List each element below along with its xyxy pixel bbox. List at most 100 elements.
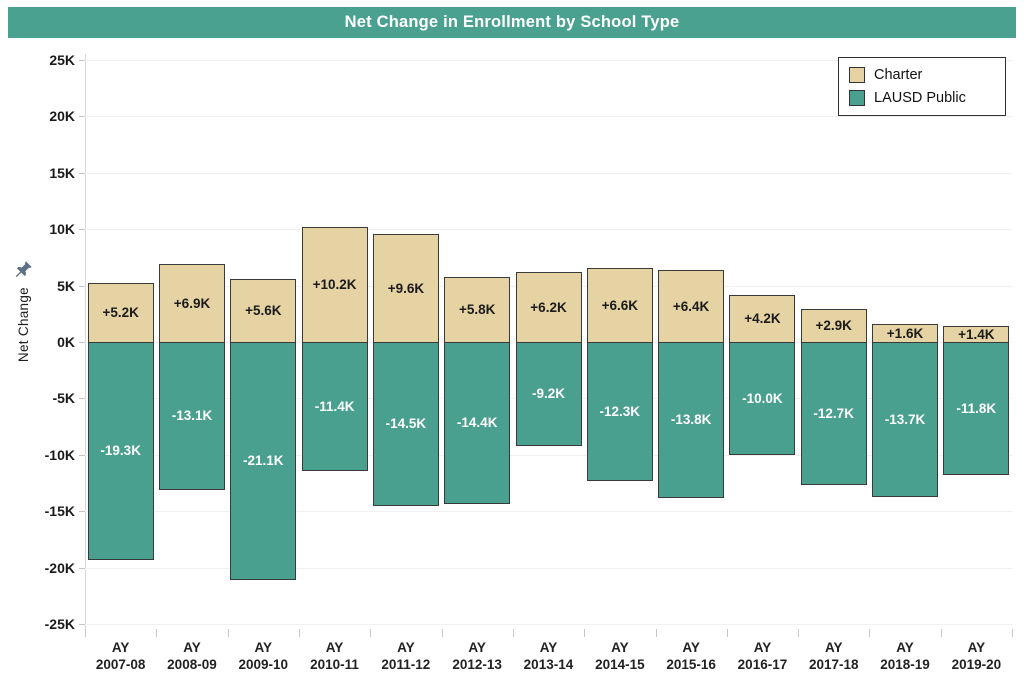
charter-bar-label: +4.2K xyxy=(744,311,781,327)
y-tick-mark--15K xyxy=(79,511,85,513)
lausd-bar-label: -21.1K xyxy=(243,453,284,469)
y-axis-line xyxy=(85,54,86,633)
charter-bar-label: +5.8K xyxy=(458,302,496,318)
charter-bar-AY-2013-14[interactable]: +6.2K xyxy=(515,272,582,342)
legend-swatch-charter xyxy=(849,67,865,83)
legend-item-lausd-public[interactable]: LAUSD Public xyxy=(849,90,995,106)
lausd-bar-AY-2017-18[interactable]: -12.7K xyxy=(800,342,867,486)
x-tick-label-AY-2013-14: AY 2013-14 xyxy=(523,640,574,672)
x-tick-label-AY-2016-17: AY 2016-17 xyxy=(737,640,788,672)
charter-bar-AY-2016-17[interactable]: +4.2K xyxy=(729,294,796,342)
charter-bar-label: +10.2K xyxy=(312,277,357,293)
lausd-bar-label: -13.1K xyxy=(171,408,213,424)
legend-item-charter[interactable]: Charter xyxy=(849,67,995,83)
lausd-bar-AY-2014-15[interactable]: -12.3K xyxy=(586,342,653,481)
x-tick-label-AY-2007-08: AY 2007-08 xyxy=(95,640,146,672)
y-tick-mark-25K xyxy=(79,60,85,61)
x-boundary-tick xyxy=(156,629,158,637)
charter-bar-label: +5.2K xyxy=(102,305,139,321)
x-boundary-tick xyxy=(1012,629,1013,637)
y-tick-mark-15K xyxy=(79,172,85,174)
x-tick-label-AY-2011-12: AY 2011-12 xyxy=(381,640,431,672)
charter-bar-AY-2009-10[interactable]: +5.6K xyxy=(230,278,297,342)
charter-bar-label: +1.6K xyxy=(886,325,924,341)
x-boundary-tick xyxy=(655,629,657,637)
charter-bar-label: +2.9K xyxy=(815,318,852,334)
x-tick-label-AY-2009-10: AY 2009-10 xyxy=(238,640,289,672)
lausd-bar-AY-2009-10[interactable]: -21.1K xyxy=(230,342,297,580)
x-tick-label-AY-2018-19: AY 2018-19 xyxy=(880,640,930,672)
lausd-bar-label: -10.0K xyxy=(742,390,783,406)
lausd-bar-label: -9.2K xyxy=(531,386,565,402)
lausd-bar-AY-2013-14[interactable]: -9.2K xyxy=(515,342,582,446)
lausd-bar-label: -13.7K xyxy=(884,411,926,427)
y-tick-mark--25K xyxy=(79,624,85,625)
chart-title: Net Change in Enrollment by School Type xyxy=(344,13,680,31)
x-tick-label-AY-2008-09: AY 2008-09 xyxy=(167,640,217,672)
charter-bar-label: +9.6K xyxy=(387,280,425,296)
y-tick-mark-5K xyxy=(79,285,85,287)
x-boundary-tick xyxy=(940,629,942,637)
y-tick-mark-0K xyxy=(79,342,85,343)
lausd-bar-AY-2015-16[interactable]: -13.8K xyxy=(658,342,725,498)
lausd-bar-AY-2010-11[interactable]: -11.4K xyxy=(301,342,368,471)
gridline-25K xyxy=(85,60,1012,61)
charter-bar-label: +6.4K xyxy=(672,298,710,314)
legend-label-charter: Charter xyxy=(874,67,923,83)
lausd-bar-label: -13.8K xyxy=(670,412,712,428)
chart-title-bar: Net Change in Enrollment by School Type xyxy=(8,7,1016,38)
lausd-bar-label: -14.5K xyxy=(385,416,427,432)
y-tick-label--20K: -20K xyxy=(44,559,75,576)
charter-bar-AY-2014-15[interactable]: +6.6K xyxy=(586,267,653,342)
pushpin-icon xyxy=(14,260,33,279)
charter-bar-AY-2019-20[interactable]: +1.4K xyxy=(943,326,1010,342)
lausd-bar-AY-2007-08[interactable]: -19.3K xyxy=(87,342,154,560)
y-tick-label-15K: 15K xyxy=(49,164,75,181)
lausd-bar-label: -12.3K xyxy=(599,403,641,419)
y-axis-title-group: Net Change xyxy=(8,260,38,362)
y-axis-title: Net Change xyxy=(15,287,31,363)
lausd-bar-AY-2012-13[interactable]: -14.4K xyxy=(444,342,511,505)
lausd-bar-AY-2018-19[interactable]: -13.7K xyxy=(872,342,938,497)
x-boundary-tick xyxy=(441,629,443,637)
x-boundary-tick xyxy=(85,629,86,637)
lausd-bar-label: -19.3K xyxy=(100,443,141,459)
y-tick-label-0K: 0K xyxy=(57,334,75,350)
gridline--10K xyxy=(85,454,1012,456)
charter-bar-AY-2017-18[interactable]: +2.9K xyxy=(800,309,867,342)
lausd-bar-label: -12.7K xyxy=(813,405,854,421)
x-tick-label-AY-2014-15: AY 2014-15 xyxy=(595,640,645,672)
charter-bar-AY-2008-09[interactable]: +6.9K xyxy=(159,264,225,342)
y-tick-mark--5K xyxy=(79,398,85,400)
y-tick-label--5K: -5K xyxy=(52,390,75,407)
x-tick-label-AY-2012-13: AY 2012-13 xyxy=(452,640,502,672)
charter-bar-label: +6.9K xyxy=(173,295,211,311)
x-boundary-tick xyxy=(726,629,728,637)
gridline--25K xyxy=(85,624,1012,625)
charter-bar-AY-2015-16[interactable]: +6.4K xyxy=(658,269,725,342)
lausd-bar-AY-2016-17[interactable]: -10.0K xyxy=(729,342,796,455)
lausd-bar-AY-2008-09[interactable]: -13.1K xyxy=(159,342,225,490)
gridline-20K xyxy=(85,116,1012,118)
legend-swatch-lausd-public xyxy=(849,90,865,106)
gridline--20K xyxy=(85,567,1012,569)
charter-bar-AY-2010-11[interactable]: +10.2K xyxy=(301,226,368,342)
legend-label-lausd-public: LAUSD Public xyxy=(874,90,966,106)
charter-bar-AY-2007-08[interactable]: +5.2K xyxy=(87,283,154,342)
x-boundary-tick xyxy=(798,629,800,637)
y-tick-label--10K: -10K xyxy=(44,446,75,463)
charter-bar-label: +1.4K xyxy=(958,326,995,342)
lausd-bar-AY-2011-12[interactable]: -14.5K xyxy=(372,342,439,506)
y-tick-label-25K: 25K xyxy=(49,52,75,68)
lausd-bar-AY-2019-20[interactable]: -11.8K xyxy=(943,342,1010,476)
charter-bar-AY-2018-19[interactable]: +1.6K xyxy=(872,324,938,342)
x-boundary-tick xyxy=(370,629,372,637)
charter-bar-AY-2012-13[interactable]: +5.8K xyxy=(444,276,511,342)
charter-bar-AY-2011-12[interactable]: +9.6K xyxy=(372,233,439,342)
y-tick-mark--20K xyxy=(79,567,85,569)
y-tick-mark--10K xyxy=(79,454,85,456)
x-tick-label-AY-2017-18: AY 2017-18 xyxy=(808,640,859,672)
y-tick-mark-10K xyxy=(79,229,85,231)
charter-bar-label: +5.6K xyxy=(245,303,282,319)
